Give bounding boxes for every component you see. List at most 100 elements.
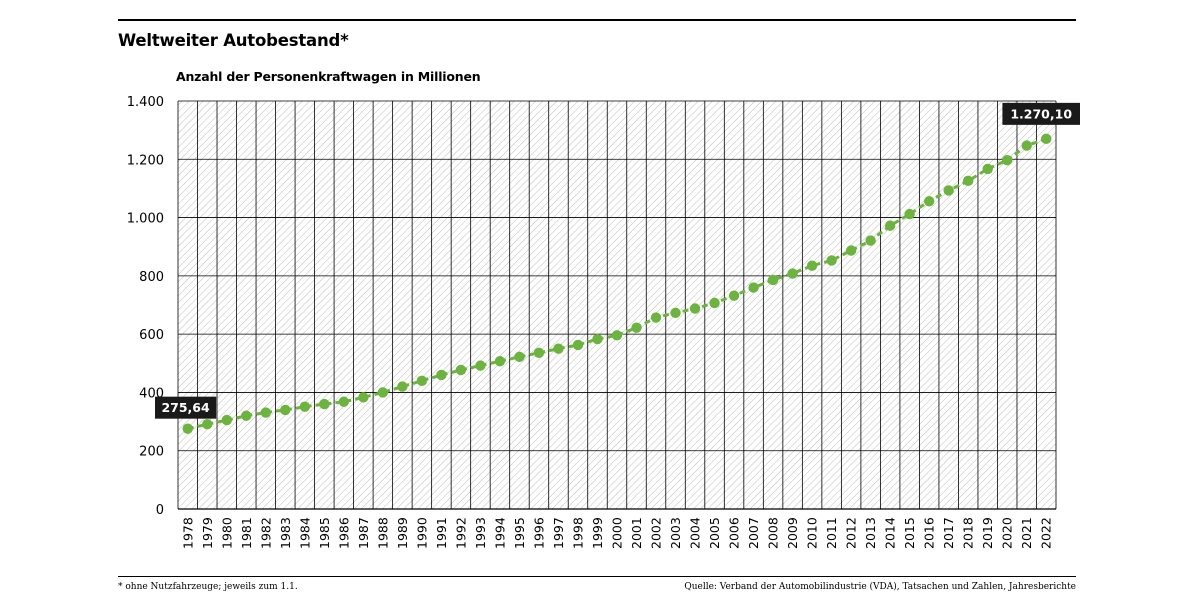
x-tick-label: 2001 xyxy=(629,517,644,549)
y-tick-label: 600 xyxy=(139,328,164,343)
data-point xyxy=(904,208,915,220)
data-point xyxy=(611,330,623,341)
data-point xyxy=(514,351,525,363)
x-tick-label: 2022 xyxy=(1039,517,1054,549)
data-point xyxy=(572,339,584,351)
data-point xyxy=(260,407,271,418)
data-point xyxy=(280,404,291,416)
x-tick-label: 1982 xyxy=(258,517,273,549)
y-tick-label: 1.000 xyxy=(127,212,164,227)
value-callout: 1.270,10 xyxy=(1002,102,1080,125)
data-point xyxy=(650,312,662,323)
plot-area-hatch xyxy=(178,101,1056,509)
x-tick-label: 2019 xyxy=(980,517,995,549)
top-rule xyxy=(118,19,1076,21)
callout-label: 275,64 xyxy=(161,400,210,415)
x-tick-label: 1981 xyxy=(239,517,254,549)
x-tick-label: 1994 xyxy=(492,517,507,549)
x-tick-label: 1978 xyxy=(180,517,195,549)
x-tick-label: 1997 xyxy=(551,517,566,549)
x-tick-label: 1999 xyxy=(590,517,605,549)
x-tick-label: 1998 xyxy=(570,517,585,549)
data-point xyxy=(475,360,486,371)
x-tick-label: 2012 xyxy=(844,517,859,549)
data-point xyxy=(982,163,993,175)
y-tick-label: 1.200 xyxy=(127,153,164,168)
data-point xyxy=(748,282,759,293)
x-tick-label: 2011 xyxy=(824,517,839,549)
callout-box xyxy=(1002,102,1080,125)
data-point xyxy=(221,414,232,426)
data-point xyxy=(1002,154,1013,166)
data-point xyxy=(728,290,740,301)
data-point xyxy=(845,245,857,256)
x-tick-label: 1980 xyxy=(219,517,234,549)
data-point xyxy=(1041,133,1052,145)
x-tick-label: 1984 xyxy=(297,517,312,549)
x-tick-label: 2013 xyxy=(863,517,878,549)
x-tick-label: 2010 xyxy=(805,517,820,549)
data-point xyxy=(963,175,974,187)
data-point xyxy=(338,396,350,407)
y-tick-label: 1.400 xyxy=(127,95,164,110)
value-callout: 275,64 xyxy=(155,396,217,419)
x-tick-label: 2015 xyxy=(902,517,917,549)
x-tick-label: 2006 xyxy=(727,517,742,549)
x-tick-label: 1990 xyxy=(414,517,429,549)
y-tick-label: 0 xyxy=(156,503,164,518)
x-tick-label: 2005 xyxy=(707,517,722,549)
x-tick-label: 2020 xyxy=(1000,517,1015,549)
data-point xyxy=(923,196,935,207)
data-point xyxy=(806,260,818,271)
x-tick-label: 2018 xyxy=(961,517,976,549)
data-point xyxy=(241,410,252,421)
data-point xyxy=(397,381,408,392)
data-point xyxy=(494,356,506,367)
data-point xyxy=(1021,140,1032,151)
x-tick-label: 1983 xyxy=(278,517,293,549)
x-tick-label: 1995 xyxy=(512,517,527,549)
data-point xyxy=(436,369,447,381)
x-tick-label: 2021 xyxy=(1019,517,1034,549)
data-point xyxy=(689,303,701,314)
x-tick-label: 1985 xyxy=(317,517,332,549)
data-point xyxy=(767,274,779,286)
x-tick-label: 2008 xyxy=(766,517,781,549)
data-point xyxy=(455,364,467,376)
data-point xyxy=(884,220,896,231)
x-tick-label: 1993 xyxy=(473,517,488,549)
data-point xyxy=(202,418,213,430)
source-note: Quelle: Verband der Automobilindustrie (… xyxy=(684,582,1076,592)
chart-title: Weltweiter Autobestand* xyxy=(118,31,349,50)
data-point xyxy=(416,375,428,386)
data-point xyxy=(787,268,798,279)
x-tick-label: 2014 xyxy=(883,517,898,549)
x-tick-label: 2017 xyxy=(941,517,956,549)
x-tick-label: 2007 xyxy=(746,517,761,549)
callout-label: 1.270,10 xyxy=(1010,106,1072,121)
x-tick-label: 2002 xyxy=(649,517,664,549)
y-axis-title: Anzahl der Personenkraftwagen in Million… xyxy=(176,69,481,84)
data-point xyxy=(377,387,389,398)
data-point xyxy=(826,255,837,266)
data-point xyxy=(631,322,642,333)
data-point xyxy=(299,401,311,412)
y-tick-label: 800 xyxy=(139,270,164,285)
data-point xyxy=(943,185,954,196)
x-tick-label: 1992 xyxy=(453,517,468,549)
footnote: * ohne Nutzfahrzeuge; jeweils zum 1.1. xyxy=(118,582,298,592)
data-point xyxy=(670,307,681,319)
callout-box xyxy=(155,396,217,419)
data-point xyxy=(553,343,564,354)
x-tick-label: 2003 xyxy=(668,517,683,549)
data-point xyxy=(709,297,720,309)
x-tick-label: 1986 xyxy=(336,517,351,549)
x-tick-label: 2009 xyxy=(785,517,800,549)
bottom-rule xyxy=(118,576,1076,577)
data-point xyxy=(319,398,330,410)
series-line xyxy=(187,137,1047,431)
x-tick-label: 2004 xyxy=(688,517,703,549)
x-tick-label: 2016 xyxy=(922,517,937,549)
x-tick-label: 1988 xyxy=(375,517,390,549)
